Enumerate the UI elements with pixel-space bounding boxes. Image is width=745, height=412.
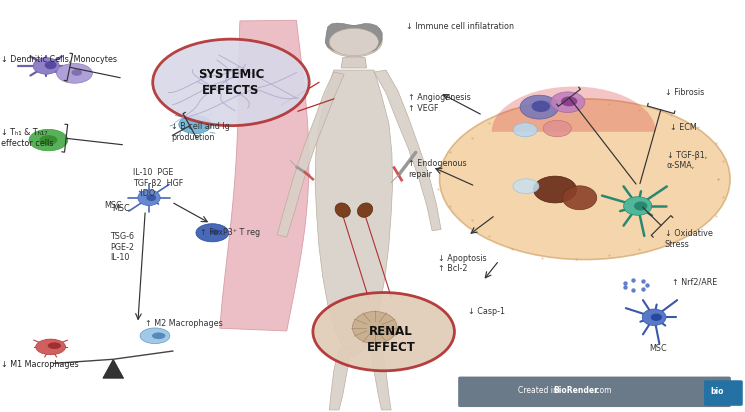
Ellipse shape [562, 186, 597, 210]
Text: ↑ FoxP3⁺ T reg: ↑ FoxP3⁺ T reg [200, 228, 260, 237]
Ellipse shape [634, 201, 647, 211]
Text: ↑ Angiogenesis
↑ VEGF: ↑ Angiogenesis ↑ VEGF [408, 93, 471, 113]
Ellipse shape [352, 311, 397, 344]
Circle shape [196, 224, 229, 242]
Ellipse shape [533, 176, 577, 203]
Text: Created in: Created in [518, 386, 560, 395]
Text: ↓ B cell and Ig
production: ↓ B cell and Ig production [171, 122, 230, 142]
Text: ↓ M1 Macrophages: ↓ M1 Macrophages [1, 360, 79, 369]
Ellipse shape [72, 69, 82, 76]
Text: ↓ Immune cell infilatration: ↓ Immune cell infilatration [406, 22, 514, 31]
Text: IL-10  PGE
TGF-β2  HGF
   IDO: IL-10 PGE TGF-β2 HGF IDO [133, 169, 183, 198]
Circle shape [179, 115, 212, 133]
Ellipse shape [146, 194, 156, 201]
Circle shape [326, 26, 382, 57]
Ellipse shape [543, 120, 571, 137]
Text: RENAL
EFFECT: RENAL EFFECT [367, 325, 416, 353]
Polygon shape [329, 348, 352, 410]
Ellipse shape [520, 95, 559, 119]
Text: ↓ Apoptosis
↑ Bcl-2: ↓ Apoptosis ↑ Bcl-2 [438, 254, 486, 274]
Circle shape [313, 293, 454, 371]
Text: TSG-6
PGE-2
IL-10: TSG-6 PGE-2 IL-10 [110, 232, 134, 262]
Text: ↓ Fibrosis: ↓ Fibrosis [665, 88, 704, 97]
Circle shape [153, 39, 309, 126]
Ellipse shape [33, 58, 60, 74]
FancyBboxPatch shape [458, 377, 731, 407]
Wedge shape [492, 87, 656, 132]
Ellipse shape [651, 314, 662, 321]
Ellipse shape [152, 332, 165, 339]
Ellipse shape [138, 190, 160, 206]
Ellipse shape [140, 328, 170, 344]
Polygon shape [341, 57, 367, 68]
Ellipse shape [551, 92, 585, 112]
Ellipse shape [642, 309, 666, 325]
Ellipse shape [358, 203, 372, 217]
Text: ↓ ECM: ↓ ECM [670, 123, 697, 132]
Circle shape [39, 135, 57, 145]
Circle shape [329, 28, 378, 56]
Text: ↑ M2 Macrophages: ↑ M2 Macrophages [145, 319, 223, 328]
Text: ↓ Oxidative
Stress: ↓ Oxidative Stress [665, 229, 712, 249]
Ellipse shape [624, 197, 652, 215]
Text: SYSTEMIC
EFFECTS: SYSTEMIC EFFECTS [197, 68, 264, 97]
Text: ↑ Endogenous
repair: ↑ Endogenous repair [408, 159, 467, 179]
Circle shape [440, 99, 730, 260]
Polygon shape [374, 70, 441, 231]
FancyBboxPatch shape [704, 380, 743, 406]
Ellipse shape [36, 339, 66, 355]
Ellipse shape [48, 342, 61, 349]
Text: .com: .com [593, 386, 612, 395]
Polygon shape [315, 70, 393, 356]
Text: ↓ Tₕ₁ & Tₕ₁₇
effector cells: ↓ Tₕ₁ & Tₕ₁₇ effector cells [1, 128, 54, 148]
Text: ↓ TGF-β1,
α-SMA,: ↓ TGF-β1, α-SMA, [667, 151, 707, 171]
Text: ↓ Dendritic Cells, Monocytes: ↓ Dendritic Cells, Monocytes [1, 55, 118, 64]
Text: MSC: MSC [650, 344, 668, 353]
Ellipse shape [335, 203, 350, 217]
Ellipse shape [210, 229, 219, 235]
Text: MSC: MSC [104, 201, 122, 211]
Polygon shape [326, 23, 382, 54]
Circle shape [29, 129, 68, 151]
Text: MSC: MSC [112, 204, 130, 213]
Polygon shape [371, 348, 391, 410]
Ellipse shape [513, 123, 537, 137]
Ellipse shape [531, 101, 550, 112]
Polygon shape [277, 72, 344, 237]
Text: ↑ Nrf2/ARE: ↑ Nrf2/ARE [672, 278, 717, 287]
Text: BioRender: BioRender [553, 386, 597, 395]
Ellipse shape [45, 61, 57, 69]
Ellipse shape [561, 96, 577, 106]
Ellipse shape [513, 179, 539, 194]
Circle shape [57, 63, 92, 83]
Polygon shape [103, 359, 124, 378]
Text: bio: bio [710, 387, 723, 396]
Polygon shape [220, 20, 309, 331]
Text: ↓ Casp-1: ↓ Casp-1 [468, 307, 505, 316]
